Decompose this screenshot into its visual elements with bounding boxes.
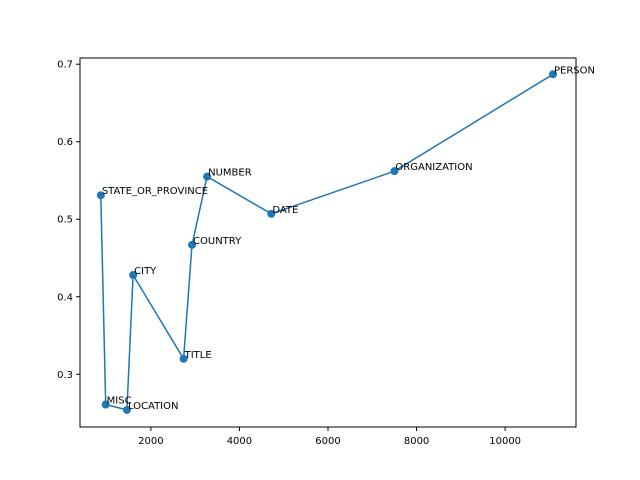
point-label: MISC bbox=[107, 396, 132, 407]
point-label: COUNTRY bbox=[193, 236, 242, 247]
data-point bbox=[390, 167, 399, 176]
data-point bbox=[129, 271, 138, 280]
data-point bbox=[179, 354, 188, 363]
y-tick-label: 0.5 bbox=[57, 215, 73, 226]
data-point bbox=[267, 209, 276, 218]
point-label: STATE_OR_PROVINCE bbox=[102, 186, 208, 197]
data-point bbox=[101, 400, 110, 409]
axes-frame bbox=[79, 57, 577, 428]
y-tick-label: 0.3 bbox=[57, 370, 73, 381]
x-tick-label: 8000 bbox=[404, 436, 429, 447]
x-tick-label: 6000 bbox=[315, 436, 340, 447]
data-point bbox=[96, 191, 105, 200]
point-label: TITLE bbox=[184, 350, 212, 361]
x-tick-label: 10000 bbox=[489, 436, 521, 447]
series-line bbox=[100, 73, 554, 411]
y-tick-label: 0.4 bbox=[57, 292, 73, 303]
data-point bbox=[548, 70, 557, 79]
point-label: LOCATION bbox=[128, 401, 179, 412]
point-label: PERSON bbox=[554, 65, 595, 76]
data-point bbox=[203, 172, 212, 181]
point-label: ORGANIZATION bbox=[395, 162, 472, 173]
y-tick-label: 0.7 bbox=[57, 60, 73, 71]
x-tick-label: 4000 bbox=[227, 436, 252, 447]
y-axis: 0.3 0.4 0.5 0.6 0.7 bbox=[57, 60, 80, 381]
data-point bbox=[188, 240, 197, 249]
y-tick-label: 0.6 bbox=[57, 137, 73, 148]
point-label: DATE bbox=[272, 205, 298, 216]
x-tick-label: 2000 bbox=[138, 436, 163, 447]
point-label: NUMBER bbox=[208, 168, 252, 179]
point-label: CITY bbox=[134, 266, 157, 277]
x-axis: 2000 4000 6000 8000 10000 bbox=[138, 427, 521, 447]
data-point bbox=[122, 405, 131, 414]
